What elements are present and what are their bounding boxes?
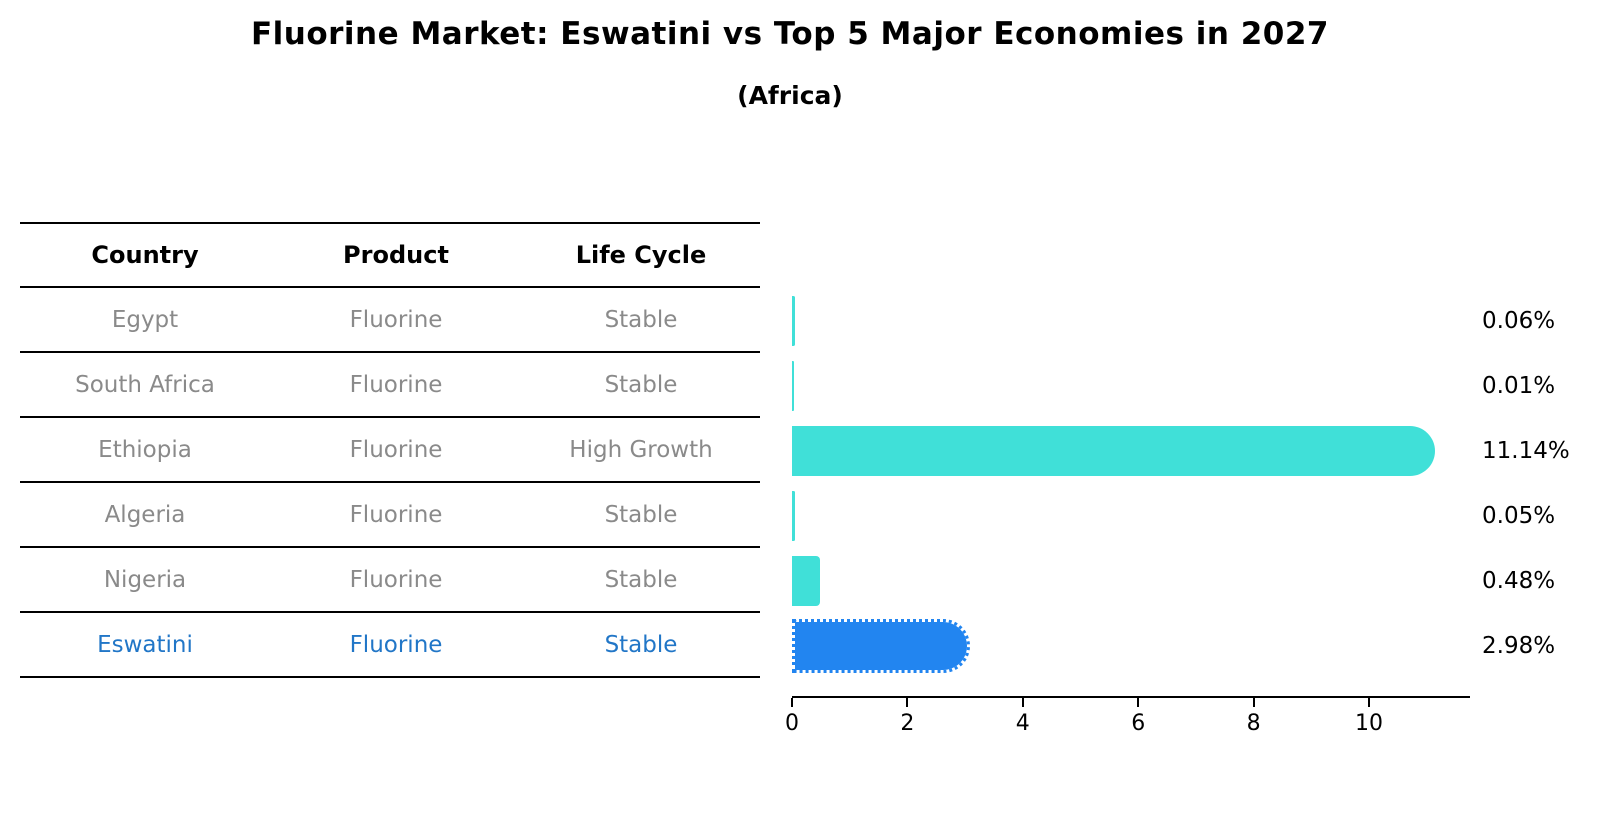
x-axis-line <box>792 696 1470 698</box>
cell-product: Fluorine <box>349 436 443 463</box>
table-body: Egypt Fluorine Stable South Africa Fluorine S… <box>20 288 760 678</box>
cell-country: Nigeria <box>103 566 187 593</box>
bar-egypt <box>792 296 796 346</box>
x-axis-tick <box>791 698 793 707</box>
bar-eswatini <box>792 619 970 673</box>
x-axis-tick-label: 2 <box>900 711 915 736</box>
cell-product: Fluorine <box>349 306 443 333</box>
cell-life-cycle: Stable <box>604 371 678 398</box>
x-axis-tick <box>1137 698 1140 707</box>
chart-title: Fluorine Market: Eswatini vs Top 5 Major… <box>250 16 1330 52</box>
cell-country: Ethiopia <box>98 436 192 463</box>
column-header-country: Country <box>91 241 199 269</box>
bar-nigeria <box>792 556 820 606</box>
cell-life-cycle: High Growth <box>569 436 713 463</box>
cell-life-cycle: Stable <box>604 631 678 658</box>
cell-product: Fluorine <box>349 371 443 398</box>
x-axis-tick <box>906 698 909 707</box>
cell-life-cycle: Stable <box>604 306 678 333</box>
table-row-eswatini: Eswatini Fluorine Stable <box>20 613 760 678</box>
bar-south-africa <box>792 361 794 411</box>
cell-life-cycle: Stable <box>604 501 678 528</box>
table-row-ethiopia: Ethiopia Fluorine High Growth <box>20 418 760 483</box>
cell-life-cycle: Stable <box>604 566 678 593</box>
x-axis-tick-label: 8 <box>1246 711 1261 736</box>
value-label-algeria: 0.05% <box>1482 503 1556 529</box>
column-header-life-cycle: Life Cycle <box>575 241 707 269</box>
cell-product: Fluorine <box>349 631 443 658</box>
x-axis-tick <box>1252 698 1255 707</box>
table-row-nigeria: Nigeria Fluorine Stable <box>20 548 760 613</box>
cell-product: Fluorine <box>349 501 443 528</box>
x-axis-tick-label: 6 <box>1131 711 1146 736</box>
chart-subtitle: (Africa) <box>737 81 843 110</box>
bar-ethiopia <box>792 426 1435 476</box>
value-label-south-africa: 0.01% <box>1482 373 1556 399</box>
value-label-eswatini: 2.98% <box>1482 633 1556 659</box>
cell-country: Eswatini <box>97 631 193 658</box>
country-table: Country Product Life Cycle Egypt Fluorine… <box>20 222 760 678</box>
cell-country: South Africa <box>75 371 215 398</box>
cell-country: Egypt <box>111 306 179 333</box>
value-label-nigeria: 0.48% <box>1482 568 1556 594</box>
table-row-egypt: Egypt Fluorine Stable <box>20 288 760 353</box>
value-label-ethiopia: 11.14% <box>1482 438 1570 464</box>
value-label-egypt: 0.06% <box>1482 308 1556 334</box>
cell-product: Fluorine <box>349 566 443 593</box>
table-row-algeria: Algeria Fluorine Stable <box>20 483 760 548</box>
table-row-south-africa: South Africa Fluorine Stable <box>20 353 760 418</box>
table-header-row: Country Product Life Cycle <box>20 222 760 288</box>
x-axis-tick-label: 10 <box>1355 711 1384 736</box>
bar-algeria <box>792 491 795 541</box>
x-axis-tick <box>1368 698 1371 707</box>
x-axis-tick <box>1021 698 1024 707</box>
cell-country: Algeria <box>104 501 186 528</box>
column-header-product: Product <box>343 241 449 269</box>
x-axis-tick-label: 0 <box>785 711 799 736</box>
x-axis-tick-label: 4 <box>1015 711 1030 736</box>
